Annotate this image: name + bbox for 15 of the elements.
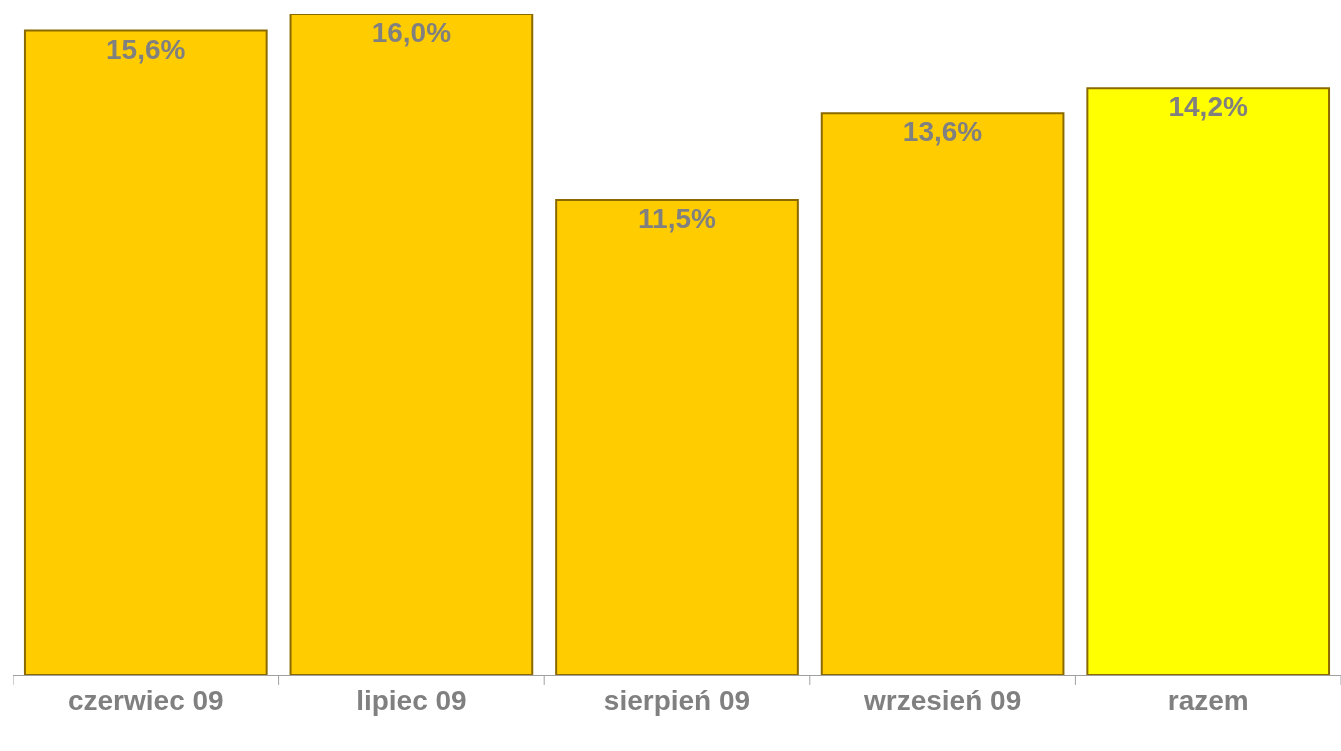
data-label: 14,2% — [1168, 91, 1248, 123]
x-tick-label: sierpień 09 — [603, 684, 751, 716]
x-tick-label: lipiec 09 — [356, 684, 467, 716]
bar — [289, 14, 534, 675]
x-tick-label: wrzesień 09 — [863, 684, 1022, 716]
data-label: 13,6% — [902, 116, 983, 148]
data-label: 16,0% — [371, 17, 452, 48]
bar — [820, 112, 1065, 675]
bar — [555, 198, 799, 675]
x-tick-label: razem — [1167, 684, 1249, 716]
data-label: 15,6% — [106, 33, 186, 65]
x-tick-label: czerwiec 09 — [67, 684, 224, 716]
bar — [23, 29, 268, 675]
bar — [1086, 87, 1331, 675]
data-label: 11,5% — [638, 202, 716, 234]
